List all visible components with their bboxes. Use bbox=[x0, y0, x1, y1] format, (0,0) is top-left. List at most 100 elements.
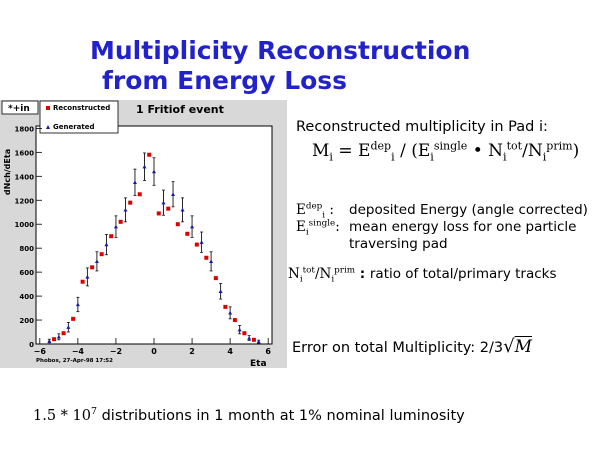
reconstructed-point bbox=[61, 331, 66, 336]
reconstructed-point bbox=[90, 265, 95, 270]
x-tick-label: 2 bbox=[189, 347, 195, 356]
generated-point bbox=[209, 259, 214, 264]
formula-edep-sub: i bbox=[391, 150, 395, 164]
stats-box bbox=[1, 100, 39, 115]
x-tick-label: 0 bbox=[151, 347, 157, 356]
ratio-tot-sup: tot bbox=[302, 265, 315, 276]
formula-slash: / bbox=[394, 141, 412, 161]
error-label: Error on total Multiplicity: 2/3 bbox=[292, 340, 504, 356]
formula-edep-sup: dep bbox=[370, 139, 392, 153]
generated-point bbox=[56, 334, 61, 339]
generated-point bbox=[152, 169, 156, 174]
reconstructed-point bbox=[71, 316, 76, 321]
error-line: Error on total Multiplicity: 2/3√M bbox=[292, 336, 532, 357]
reconstructed-point bbox=[156, 211, 161, 216]
axis-ticks: −6 −4 −2 0 2 4 6 0 200 400 600 800 1000 1200 1400 1600 1… bbox=[15, 125, 272, 356]
esingle-sup: single bbox=[308, 218, 336, 229]
ratio-prim-sup: prim bbox=[334, 265, 356, 276]
ratio-text: ratio of total/primary tracks bbox=[369, 266, 557, 282]
footer-exp: 7 bbox=[90, 406, 97, 418]
legend-generated-label: Generated bbox=[53, 123, 95, 131]
ratio-n-prim: N bbox=[319, 266, 332, 282]
generated-point bbox=[199, 240, 204, 244]
formula-bullet: • bbox=[467, 141, 489, 161]
title-line-2: from Energy Loss bbox=[102, 66, 348, 95]
x-tick-label: −4 bbox=[72, 347, 85, 356]
generated-point bbox=[228, 310, 233, 315]
reconstructed-point bbox=[213, 276, 218, 281]
reconstructed-point bbox=[185, 231, 190, 236]
definition-esingle-text-1: mean energy loss for one particle bbox=[349, 219, 577, 235]
definition-edep-text: deposited Energy (angle corrected) bbox=[349, 202, 588, 218]
generated-point bbox=[256, 339, 261, 344]
formula-ntot: N bbox=[488, 141, 504, 161]
formula-m-sub: i bbox=[329, 150, 333, 164]
generated-point bbox=[47, 339, 52, 343]
esingle-sub: i bbox=[305, 227, 309, 238]
reconstructed-point bbox=[175, 222, 180, 227]
generated-point bbox=[94, 259, 99, 264]
formula-eq: = bbox=[332, 141, 359, 161]
formula-edep: E bbox=[358, 141, 371, 161]
generated-point bbox=[113, 224, 118, 229]
slide-title: Multiplicity Reconstruction from Energy … bbox=[60, 36, 480, 96]
generated-point bbox=[180, 207, 185, 212]
reconstructed-point bbox=[52, 337, 57, 342]
y-tick-label: 1400 bbox=[15, 173, 35, 181]
esingle-symbol: E bbox=[296, 219, 306, 235]
formula-nprim: N bbox=[527, 141, 543, 161]
formula-frac: / bbox=[522, 141, 528, 161]
data-marks bbox=[47, 152, 261, 344]
edep-colon: : bbox=[325, 202, 334, 218]
definition-ratio: Nitot/Niprim : ratio of total/primary tr… bbox=[288, 265, 557, 285]
sqrt-var: M bbox=[514, 337, 533, 357]
generated-point bbox=[142, 164, 147, 169]
y-tick-label: 1000 bbox=[15, 221, 35, 229]
reconstructed-point bbox=[242, 331, 247, 336]
reconstructed-point bbox=[147, 152, 152, 157]
y-axis-label: dNch/dEta bbox=[3, 149, 12, 195]
ratio-tot-sub: i bbox=[299, 274, 303, 285]
generated-point bbox=[247, 336, 252, 340]
generated-point bbox=[75, 302, 80, 307]
y-tick-label: 1800 bbox=[15, 125, 35, 133]
reconstructed-point bbox=[251, 337, 256, 342]
reconstructed-point bbox=[137, 192, 142, 197]
footer-line: 1.5 * 107 distributions in 1 month at 1%… bbox=[33, 406, 465, 424]
reconstructed-point bbox=[232, 318, 237, 323]
x-tick-label: −2 bbox=[110, 347, 122, 356]
formula-ntot-sub: i bbox=[503, 150, 507, 164]
formula-esingle: E bbox=[417, 141, 431, 161]
formula-esingle-sup: single bbox=[433, 139, 468, 153]
edep-symbol: E bbox=[296, 202, 306, 218]
esingle-colon: : bbox=[335, 219, 340, 235]
plot-footer-note: Phobos, 27-Apr-98 17:52 bbox=[36, 358, 113, 364]
formula-close: ) bbox=[572, 141, 580, 161]
definition-esingle: Eisingle: bbox=[296, 218, 340, 238]
generated-point bbox=[161, 200, 166, 205]
legend-reconstructed-label: Reconstructed bbox=[53, 104, 110, 112]
reconstructed-point bbox=[204, 255, 209, 260]
legend-reconstructed-marker bbox=[46, 106, 50, 110]
chart-title: 1 Fritiof event bbox=[136, 103, 224, 116]
multiplicity-formula: Mi = Edepi / (Eisingle • Nitot/Niprim) bbox=[312, 139, 580, 164]
generated-point bbox=[104, 242, 109, 247]
sqrt-symbol: √ bbox=[503, 336, 515, 357]
y-tick-label: 1200 bbox=[15, 197, 35, 205]
formula-nprim-sup: prim bbox=[546, 139, 573, 153]
y-tick-label: 200 bbox=[19, 317, 34, 325]
generated-point bbox=[171, 192, 176, 196]
generated-point bbox=[85, 274, 90, 279]
reconstructed-point bbox=[166, 206, 171, 211]
legend-box bbox=[39, 100, 119, 134]
reconstructed-point bbox=[223, 304, 228, 309]
reconstructed-point bbox=[128, 200, 133, 205]
formula-nprim-sub: i bbox=[542, 150, 547, 164]
reconstructed-point bbox=[118, 219, 123, 224]
reconstructed-point bbox=[99, 252, 104, 257]
edep-sub: i bbox=[322, 210, 326, 221]
definition-esingle-text-2: traversing pad bbox=[349, 236, 448, 252]
formula-heading: Reconstructed multiplicity in Pad i: bbox=[296, 119, 548, 135]
edep-sup: dep bbox=[305, 201, 323, 212]
generated-point bbox=[237, 327, 242, 332]
